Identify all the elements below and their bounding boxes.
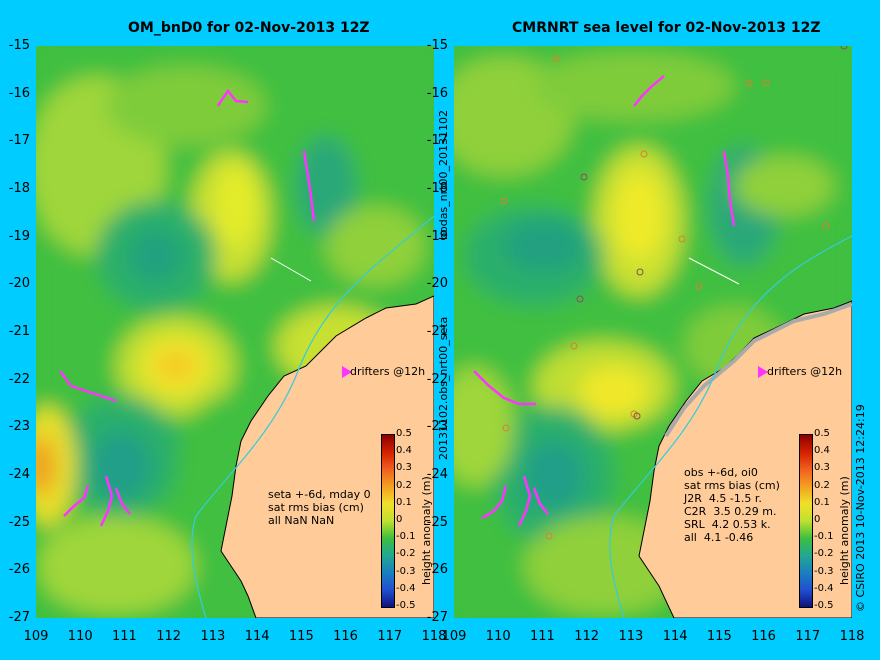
latitude-tick-label: -27 xyxy=(426,610,448,625)
right-panel-title: CMRNRT sea level for 02-Nov-2013 12Z xyxy=(512,20,821,36)
latitude-tick-label: -16 xyxy=(426,85,448,101)
left-map-panel xyxy=(36,46,434,618)
latitude-tick-label: -18 xyxy=(8,181,30,196)
longitude-tick-label: 117 xyxy=(795,629,821,644)
colorbar-tick-label: 0.3 xyxy=(814,462,830,474)
latitude-tick-label: -23 xyxy=(426,419,448,435)
colorbar-tick-label: -0.2 xyxy=(396,548,416,560)
latitude-tick-label: -21 xyxy=(8,324,30,339)
latitude-tick-label: -19 xyxy=(426,228,448,244)
longitude-tick-label: 118 xyxy=(839,629,865,644)
colorbar-tick-label: 0.2 xyxy=(814,479,830,491)
colorbar-tick-label: -0.3 xyxy=(396,565,416,577)
latitude-tick-label: -15 xyxy=(426,38,448,53)
right-drifter-tracks xyxy=(473,75,736,527)
colorbar-tick-label: -0.5 xyxy=(396,600,416,611)
right-note-line: all 4.1 -0.46 xyxy=(684,531,754,544)
left-drifters-label: drifters @12h xyxy=(350,365,426,378)
latitude-tick-label: -21 xyxy=(426,324,448,339)
latitude-tick-label: -23 xyxy=(8,419,30,435)
middle-top-side-text: bodas_nrt00_20131102 xyxy=(437,110,450,240)
latitude-tick-label: -24 xyxy=(426,467,448,482)
latitude-tick-label: -22 xyxy=(8,371,30,387)
colorbar-tick-label: 0.2 xyxy=(396,479,412,491)
colorbar-tick-label: 0.3 xyxy=(396,462,412,474)
colorbar-tick-label: -0.4 xyxy=(814,582,834,594)
longitude-tick-label: 115 xyxy=(706,629,732,644)
colorbar-tick-label: -0.1 xyxy=(396,531,416,543)
right-side-text: © CSIRO 2013 10-Nov-2013 12:24:19 xyxy=(854,404,867,612)
right-note-line: J2R 4.5 -1.5 r. xyxy=(684,492,762,505)
latitude-tick-label: -17 xyxy=(426,133,448,149)
longitude-tick-label: 116 xyxy=(333,629,358,644)
left-panel-title: OM_bnD0 for 02-Nov-2013 12Z xyxy=(128,20,370,36)
latitude-tick-label: -26 xyxy=(426,562,448,578)
colorbar-tick-label: 0 xyxy=(396,514,403,525)
left-drifter-tracks xyxy=(58,88,316,527)
latitude-tick-label: -17 xyxy=(8,133,30,149)
latitude-tick-label: -22 xyxy=(426,371,448,387)
longitude-tick-label: 109 xyxy=(23,629,49,644)
australia-land xyxy=(220,295,434,618)
longitude-tick-label: 110 xyxy=(67,629,93,644)
colorbar-tick-label: 0.5 xyxy=(814,428,830,439)
latitude-tick-label: -19 xyxy=(8,228,30,244)
longitude-tick-label: 115 xyxy=(288,629,314,644)
longitude-tick-label: 113 xyxy=(618,629,644,644)
right-note-line: sat rms bias (cm) xyxy=(684,479,780,492)
colorbar-tick-label: 0 xyxy=(814,514,821,525)
longitude-tick-label: 109 xyxy=(441,629,467,644)
left-stats-box: seta +-6d, mday 0 sat rms bias (cm) all … xyxy=(268,488,371,527)
latitude-tick-label: -15 xyxy=(8,38,30,53)
left-colorbar xyxy=(381,434,395,608)
longitude-tick-label: 111 xyxy=(112,629,137,644)
latitude-tick-label: -27 xyxy=(8,610,30,625)
longitude-tick-label: 114 xyxy=(244,629,270,644)
latitude-tick-label: -18 xyxy=(426,181,448,196)
longitude-tick-label: 111 xyxy=(530,629,555,644)
latitude-tick-label: -20 xyxy=(426,276,448,292)
colorbar-tick-label: -0.4 xyxy=(396,582,416,594)
australia-land xyxy=(638,300,852,618)
longitude-tick-label: 112 xyxy=(574,629,600,644)
latitude-tick-label: -25 xyxy=(426,514,448,530)
colorbar-tick-label: 0.5 xyxy=(396,428,412,439)
latitude-tick-label: -26 xyxy=(8,562,30,578)
longitude-tick-label: 113 xyxy=(200,629,226,644)
latitude-tick-label: -20 xyxy=(8,276,30,292)
right-colorbar-label: height anomaly (m) xyxy=(838,476,851,585)
left-note-line: sat rms bias (cm) xyxy=(268,501,364,514)
latitude-tick-label: -25 xyxy=(8,514,30,530)
colorbar-tick-label: -0.3 xyxy=(814,565,834,577)
longitude-tick-label: 117 xyxy=(377,629,403,644)
colorbar-tick-label: -0.2 xyxy=(814,548,834,560)
latitude-tick-label: -24 xyxy=(8,467,30,482)
right-note-line: SRL 4.2 0.53 k. xyxy=(684,518,771,531)
right-colorbar xyxy=(799,434,813,608)
colorbar-tick-label: -0.5 xyxy=(814,600,834,611)
colorbar-tick-label: 0.1 xyxy=(396,496,412,508)
colorbar-tick-label: 0.1 xyxy=(814,496,830,508)
longitude-tick-label: 118 xyxy=(421,629,447,644)
colorbar-tick-label: -0.1 xyxy=(814,531,834,543)
right-observation-markers xyxy=(500,55,830,540)
longitude-tick-label: 114 xyxy=(662,629,688,644)
longitude-tick-label: 116 xyxy=(751,629,776,644)
right-map-panel xyxy=(454,46,852,618)
left-note-line: seta +-6d, mday 0 xyxy=(268,488,371,501)
colorbar-tick-label: 0.4 xyxy=(396,445,412,457)
right-height-anomaly-map xyxy=(454,46,852,618)
latitude-tick-label: -16 xyxy=(8,85,30,101)
longitude-tick-label: 112 xyxy=(156,629,182,644)
right-note-line: obs +-6d, oi0 xyxy=(684,466,758,479)
colorbar-tick-label: 0.4 xyxy=(814,445,830,457)
left-height-anomaly-map xyxy=(36,46,434,618)
right-stats-box: obs +-6d, oi0 sat rms bias (cm) J2R 4.5 … xyxy=(684,466,780,544)
longitude-tick-label: 110 xyxy=(485,629,511,644)
left-note-line: all NaN NaN xyxy=(268,514,335,527)
right-note-line: C2R 3.5 0.29 m. xyxy=(684,505,777,518)
right-drifters-label: drifters @12h xyxy=(767,365,843,378)
